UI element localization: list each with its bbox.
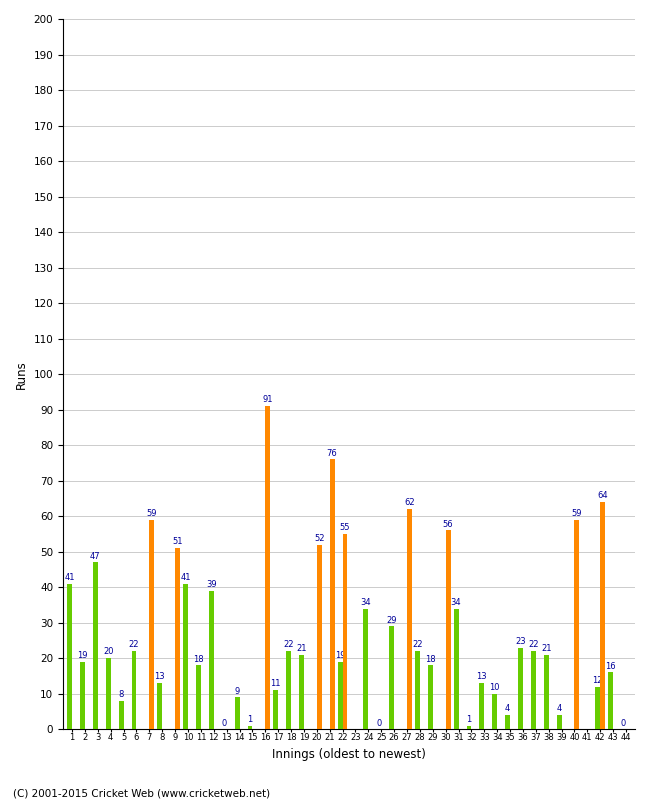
Text: 8: 8 <box>118 690 124 699</box>
X-axis label: Innings (oldest to newest): Innings (oldest to newest) <box>272 748 426 761</box>
Y-axis label: Runs: Runs <box>15 360 28 389</box>
Bar <box>175 548 180 730</box>
Text: 34: 34 <box>450 598 462 606</box>
Text: 39: 39 <box>206 580 216 589</box>
Text: 1: 1 <box>466 715 471 724</box>
Text: 1: 1 <box>247 715 253 724</box>
Text: 0: 0 <box>222 718 227 727</box>
Text: 0: 0 <box>621 718 626 727</box>
Bar <box>415 651 420 730</box>
Bar <box>330 459 335 730</box>
Text: 16: 16 <box>605 662 616 670</box>
Text: 19: 19 <box>77 651 88 660</box>
Bar <box>492 694 497 730</box>
Bar <box>119 701 124 730</box>
Text: 52: 52 <box>314 534 324 543</box>
Text: 4: 4 <box>505 704 510 714</box>
Text: 10: 10 <box>489 683 500 692</box>
Bar <box>299 654 304 730</box>
Bar <box>157 683 162 730</box>
Text: 41: 41 <box>180 573 191 582</box>
Bar <box>446 530 450 730</box>
Bar <box>106 658 110 730</box>
Text: 34: 34 <box>361 598 371 606</box>
Bar <box>600 502 605 730</box>
Bar <box>608 673 613 730</box>
Bar <box>183 584 188 730</box>
Text: 91: 91 <box>263 395 273 404</box>
Text: 62: 62 <box>404 498 415 507</box>
Text: 20: 20 <box>103 647 114 657</box>
Text: 55: 55 <box>340 523 350 532</box>
Text: 22: 22 <box>528 640 539 650</box>
Bar <box>93 562 98 730</box>
Text: 59: 59 <box>571 509 582 518</box>
Bar <box>556 715 562 730</box>
Bar <box>505 715 510 730</box>
Bar <box>595 686 600 730</box>
Text: 41: 41 <box>64 573 75 582</box>
Bar <box>248 726 252 730</box>
Text: 22: 22 <box>129 640 139 650</box>
Bar <box>531 651 536 730</box>
Text: 9: 9 <box>235 686 240 695</box>
Text: 21: 21 <box>296 644 307 653</box>
Bar <box>363 609 369 730</box>
Text: 13: 13 <box>155 672 165 682</box>
Text: 76: 76 <box>327 449 337 458</box>
Text: 18: 18 <box>193 654 203 663</box>
Text: 18: 18 <box>425 654 436 663</box>
Bar <box>286 651 291 730</box>
Bar <box>209 590 214 730</box>
Text: 13: 13 <box>476 672 487 682</box>
Bar <box>273 690 278 730</box>
Bar <box>150 520 154 730</box>
Bar <box>518 647 523 730</box>
Bar <box>407 509 412 730</box>
Bar <box>454 609 458 730</box>
Text: (C) 2001-2015 Cricket Web (www.cricketweb.net): (C) 2001-2015 Cricket Web (www.cricketwe… <box>13 788 270 798</box>
Bar <box>67 584 72 730</box>
Bar <box>480 683 484 730</box>
Text: 11: 11 <box>270 679 281 689</box>
Bar <box>80 662 85 730</box>
Bar <box>428 666 433 730</box>
Bar <box>131 651 136 730</box>
Text: 21: 21 <box>541 644 551 653</box>
Text: 64: 64 <box>597 491 608 500</box>
Bar <box>575 520 579 730</box>
Bar <box>235 698 239 730</box>
Text: 0: 0 <box>376 718 382 727</box>
Text: 22: 22 <box>283 640 294 650</box>
Text: 51: 51 <box>172 538 183 546</box>
Bar <box>338 662 343 730</box>
Text: 4: 4 <box>556 704 562 714</box>
Text: 19: 19 <box>335 651 345 660</box>
Bar <box>389 626 394 730</box>
Text: 59: 59 <box>146 509 157 518</box>
Bar <box>317 545 322 730</box>
Text: 23: 23 <box>515 637 526 646</box>
Text: 29: 29 <box>386 615 397 625</box>
Bar <box>544 654 549 730</box>
Text: 47: 47 <box>90 551 101 561</box>
Text: 22: 22 <box>412 640 423 650</box>
Bar <box>467 726 471 730</box>
Bar <box>196 666 201 730</box>
Bar <box>265 406 270 730</box>
Text: 56: 56 <box>443 520 454 529</box>
Text: 12: 12 <box>593 676 603 685</box>
Bar <box>343 534 348 730</box>
